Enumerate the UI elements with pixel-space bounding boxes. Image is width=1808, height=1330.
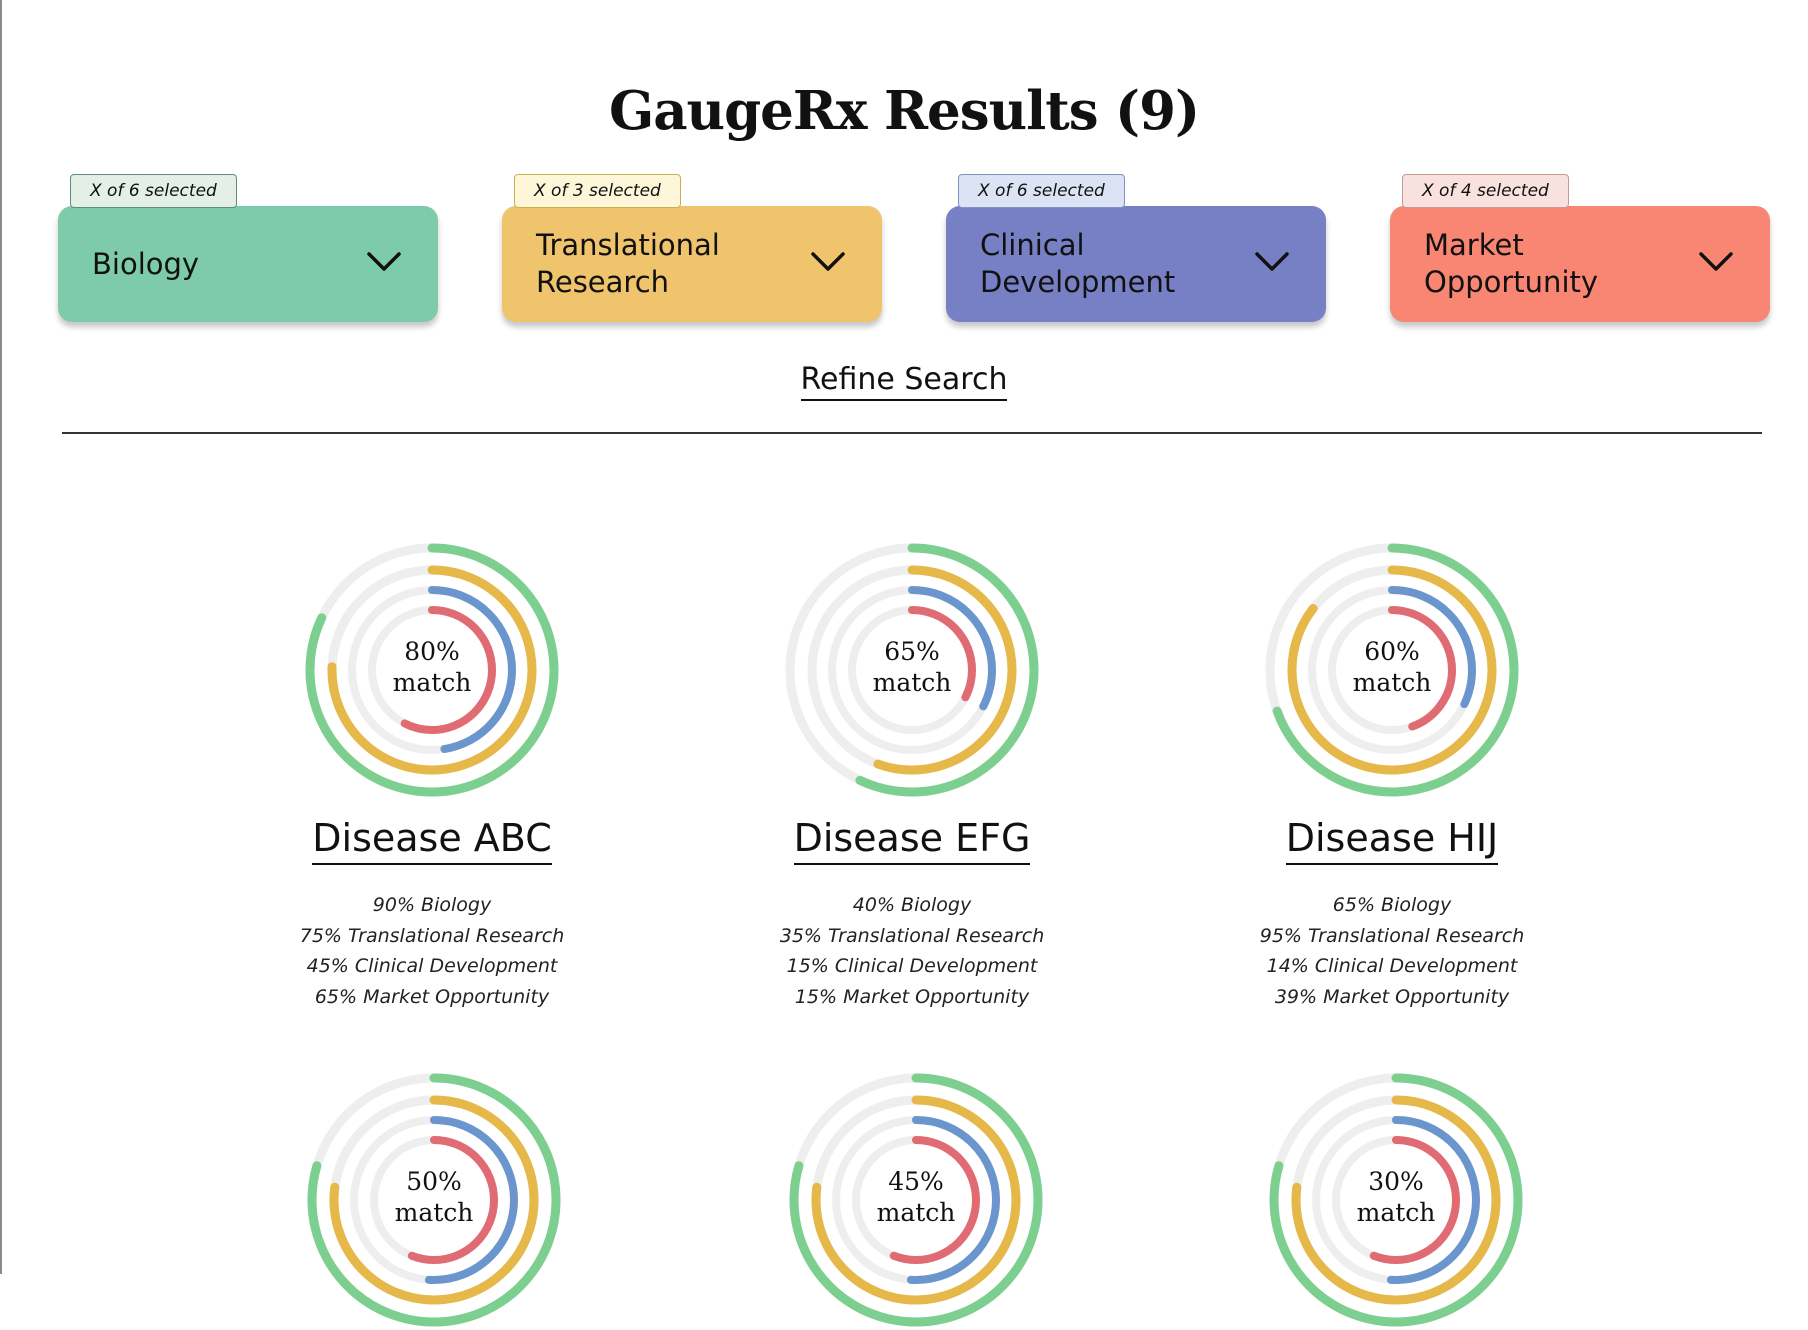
refine-search-link[interactable]: Refine Search bbox=[800, 362, 1008, 401]
gauge-arc-clinical-development bbox=[348, 586, 516, 754]
breakdown-biology: 40% Biology bbox=[852, 894, 972, 916]
page-title: GaugeRx Results (9) bbox=[608, 80, 1200, 142]
match-percentage: 45% bbox=[888, 1167, 944, 1196]
gauge-arc-biology bbox=[785, 543, 1039, 797]
breakdown-translational-research: 75% Translational Research bbox=[299, 924, 565, 947]
gauge-arc-clinical-development bbox=[828, 586, 996, 754]
filter-label: Biology bbox=[92, 246, 200, 281]
gauge-arc-market-opportunity bbox=[848, 606, 976, 734]
chevron-down-icon[interactable] bbox=[810, 250, 846, 274]
disease-name-row: Disease EFG bbox=[702, 816, 1122, 865]
score-breakdown: 90% Biology 75% Translational Research 45%… bbox=[222, 890, 642, 1012]
match-word: match bbox=[1356, 1198, 1436, 1227]
match-percentage: 60% bbox=[1364, 637, 1420, 666]
filter-biology: X of 6 selected Biology bbox=[58, 174, 438, 324]
gauge-arc-translational-research bbox=[327, 565, 537, 775]
match-percentage: 80% bbox=[404, 637, 460, 666]
filter-dropdown-translational-research[interactable]: Translational Research bbox=[502, 206, 882, 322]
score-breakdown: 40% Biology 35% Translational Research 15%… bbox=[702, 890, 1122, 1012]
breakdown-clinical-development: 14% Clinical Development bbox=[1266, 955, 1518, 977]
breakdown-biology: 90% Biology bbox=[372, 894, 492, 916]
match-percentage: 65% bbox=[884, 637, 940, 666]
match-gauge bbox=[305, 543, 559, 797]
match-label: 60% match bbox=[1262, 636, 1522, 698]
match-gauge bbox=[1265, 543, 1519, 797]
window-left-edge bbox=[0, 0, 2, 1274]
gauge-arc-translational-research bbox=[807, 565, 1017, 775]
filter-selection-badge: X of 6 selected bbox=[70, 174, 237, 208]
gauge-arc-market-opportunity bbox=[370, 1136, 498, 1264]
filter-label: Clinical Development bbox=[980, 228, 1176, 299]
gauge-arc-clinical-development bbox=[1308, 586, 1476, 754]
gauge-arc-biology bbox=[1265, 543, 1519, 797]
gauge-arc-market-opportunity bbox=[1332, 1136, 1460, 1264]
match-label: 65% match bbox=[782, 636, 1042, 698]
chevron-down-icon[interactable] bbox=[366, 250, 402, 274]
match-word: match bbox=[394, 1198, 474, 1227]
divider bbox=[62, 432, 1762, 434]
gauge-arc-market-opportunity bbox=[852, 1136, 980, 1264]
breakdown-clinical-development: 15% Clinical Development bbox=[786, 955, 1038, 977]
match-word: match bbox=[392, 668, 472, 697]
disease-name-link[interactable]: Disease HIJ bbox=[1285, 816, 1499, 865]
filter-selection-badge: X of 4 selected bbox=[1402, 174, 1569, 208]
gauge-arc-biology bbox=[305, 543, 559, 797]
match-label: 45% match bbox=[786, 1166, 1046, 1228]
disease-name-row: Disease HIJ bbox=[1182, 816, 1602, 865]
chevron-down-icon[interactable] bbox=[1698, 250, 1734, 274]
gauge-arc-market-opportunity bbox=[1328, 606, 1456, 734]
breakdown-market-opportunity: 15% Market Opportunity bbox=[794, 985, 1030, 1008]
breakdown-translational-research: 95% Translational Research bbox=[1259, 924, 1525, 947]
filter-selection-badge: X of 3 selected bbox=[514, 174, 681, 208]
disease-name-row: Disease ABC bbox=[222, 816, 642, 865]
match-gauge bbox=[785, 543, 1039, 797]
match-label: 50% match bbox=[304, 1166, 564, 1228]
breakdown-translational-research: 35% Translational Research bbox=[779, 924, 1045, 947]
match-word: match bbox=[1352, 668, 1432, 697]
filter-label: Market Opportunity bbox=[1424, 228, 1599, 299]
match-word: match bbox=[876, 1198, 956, 1227]
breakdown-market-opportunity: 39% Market Opportunity bbox=[1274, 985, 1510, 1008]
filter-dropdown-market-opportunity[interactable]: Market Opportunity bbox=[1390, 206, 1770, 322]
breakdown-biology: 65% Biology bbox=[1332, 894, 1452, 916]
filter-label: Translational Research bbox=[536, 228, 720, 299]
match-percentage: 30% bbox=[1368, 1167, 1424, 1196]
score-breakdown: 65% Biology 95% Translational Research 14%… bbox=[1182, 890, 1602, 1012]
filter-dropdown-clinical-development[interactable]: Clinical Development bbox=[946, 206, 1326, 322]
match-word: match bbox=[872, 668, 952, 697]
filter-market-opportunity: X of 4 selected Market Opportunity bbox=[1390, 174, 1770, 324]
disease-name-link[interactable]: Disease EFG bbox=[793, 816, 1031, 865]
match-label: 30% match bbox=[1266, 1166, 1526, 1228]
filter-clinical-development: X of 6 selected Clinical Development bbox=[946, 174, 1326, 324]
chevron-down-icon[interactable] bbox=[1254, 250, 1290, 274]
filter-dropdown-biology[interactable]: Biology bbox=[58, 206, 438, 322]
gauge-arc-market-opportunity bbox=[368, 606, 496, 734]
filter-selection-badge: X of 6 selected bbox=[958, 174, 1125, 208]
refine-search-link-row: Refine Search bbox=[0, 362, 1808, 401]
filter-translational-research: X of 3 selected Translational Research bbox=[502, 174, 882, 324]
gauge-arc-translational-research bbox=[1287, 565, 1497, 775]
breakdown-market-opportunity: 65% Market Opportunity bbox=[314, 985, 550, 1008]
breakdown-clinical-development: 45% Clinical Development bbox=[306, 955, 558, 977]
match-label: 80% match bbox=[302, 636, 562, 698]
match-percentage: 50% bbox=[406, 1167, 462, 1196]
disease-name-link[interactable]: Disease ABC bbox=[312, 816, 552, 865]
